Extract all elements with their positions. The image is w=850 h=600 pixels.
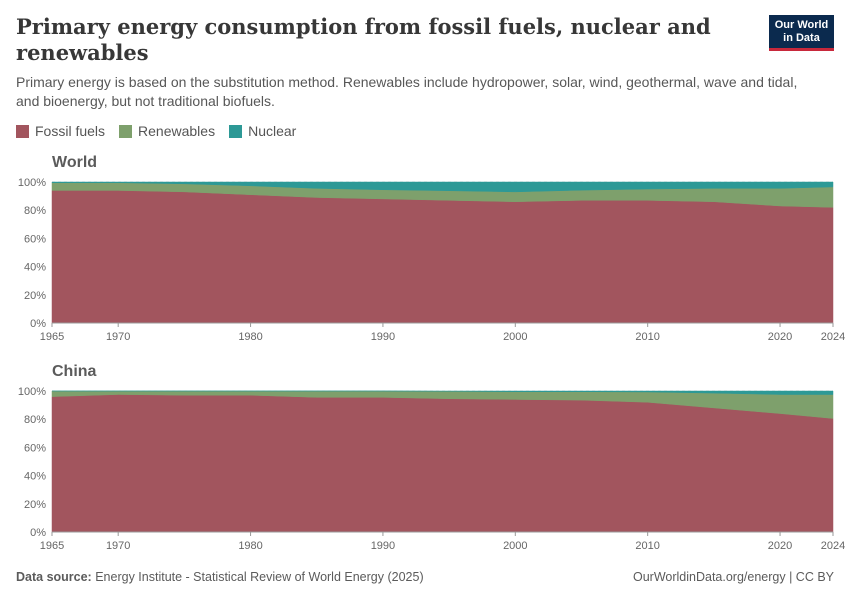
legend-swatch-fossil <box>16 124 29 138</box>
panel-title-world: World <box>52 154 97 171</box>
x-tick-label-china: 1980 <box>238 540 262 552</box>
legend: Fossil fuels Renewables Nuclear <box>16 123 296 139</box>
data-source: Data source: Energy Institute - Statisti… <box>16 570 424 584</box>
owid-logo[interactable]: Our World in Data <box>769 15 834 51</box>
x-tick-label-world: 1980 <box>238 331 262 343</box>
credit-link[interactable]: OurWorldinData.org/energy | CC BY <box>632 570 834 584</box>
y-tick-label-china: 80% <box>24 414 46 426</box>
legend-swatch-nuclear <box>229 124 243 138</box>
y-tick-label-world: 40% <box>24 262 46 274</box>
x-tick-label-world: 2010 <box>635 331 659 343</box>
y-tick-label-china: 0% <box>30 527 46 539</box>
y-tick-label-world: 60% <box>24 233 46 245</box>
chart-title: Primary energy consumption from fossil f… <box>16 14 711 65</box>
logo-line-2: in Data <box>783 32 820 44</box>
x-tick-label-world: 2000 <box>503 331 527 343</box>
x-tick-label-china: 1970 <box>106 540 130 552</box>
legend-label-nuclear: Nuclear <box>248 123 297 139</box>
legend-item-fossil[interactable]: Fossil fuels <box>16 123 105 139</box>
area-world-fossil-fuels <box>51 190 834 324</box>
x-tick-label-china: 1990 <box>371 540 395 552</box>
legend-item-renewables[interactable]: Renewables <box>119 123 215 139</box>
data-source-label: Data source: <box>16 570 92 584</box>
area-china-nuclear <box>52 390 834 395</box>
area-china-fossil-fuels <box>51 394 834 533</box>
chart-subtitle: Primary energy is based on the substitut… <box>16 74 798 109</box>
x-tick-label-china: 2020 <box>768 540 792 552</box>
data-source-text[interactable]: Energy Institute - Statistical Review of… <box>95 570 424 584</box>
x-tick-label-china: 2010 <box>635 540 659 552</box>
y-tick-label-world: 0% <box>30 318 46 330</box>
x-tick-label-world: 2020 <box>768 331 792 343</box>
area-world-nuclear <box>51 181 834 193</box>
legend-label-renewables: Renewables <box>138 123 216 139</box>
stacked-area-charts: World 0% 20% 40% 60% 80% 100% 1965 1970 1980 1990 2… <box>18 154 845 552</box>
x-tick-label-world: 1970 <box>106 331 130 343</box>
y-tick-label-china: 60% <box>24 442 46 454</box>
x-tick-label-world: 1990 <box>371 331 395 343</box>
x-tick-label-china: 2024 <box>821 540 845 552</box>
x-tick-label-world: 1965 <box>40 331 64 343</box>
x-tick-label-world: 2024 <box>821 331 845 343</box>
panel-title-china: China <box>52 363 97 380</box>
y-tick-label-china: 100% <box>18 386 46 398</box>
y-tick-label-world: 100% <box>18 177 46 189</box>
y-tick-label-china: 40% <box>24 471 46 483</box>
logo-line-1: Our World <box>774 19 829 31</box>
x-tick-label-china: 1965 <box>40 540 64 552</box>
y-tick-label-world: 80% <box>24 205 46 217</box>
y-tick-label-world: 20% <box>24 290 46 302</box>
legend-swatch-renewables <box>119 124 133 138</box>
y-tick-label-china: 20% <box>24 499 46 511</box>
legend-item-nuclear[interactable]: Nuclear <box>229 123 296 139</box>
x-tick-label-china: 2000 <box>503 540 527 552</box>
legend-label-fossil: Fossil fuels <box>35 123 106 139</box>
